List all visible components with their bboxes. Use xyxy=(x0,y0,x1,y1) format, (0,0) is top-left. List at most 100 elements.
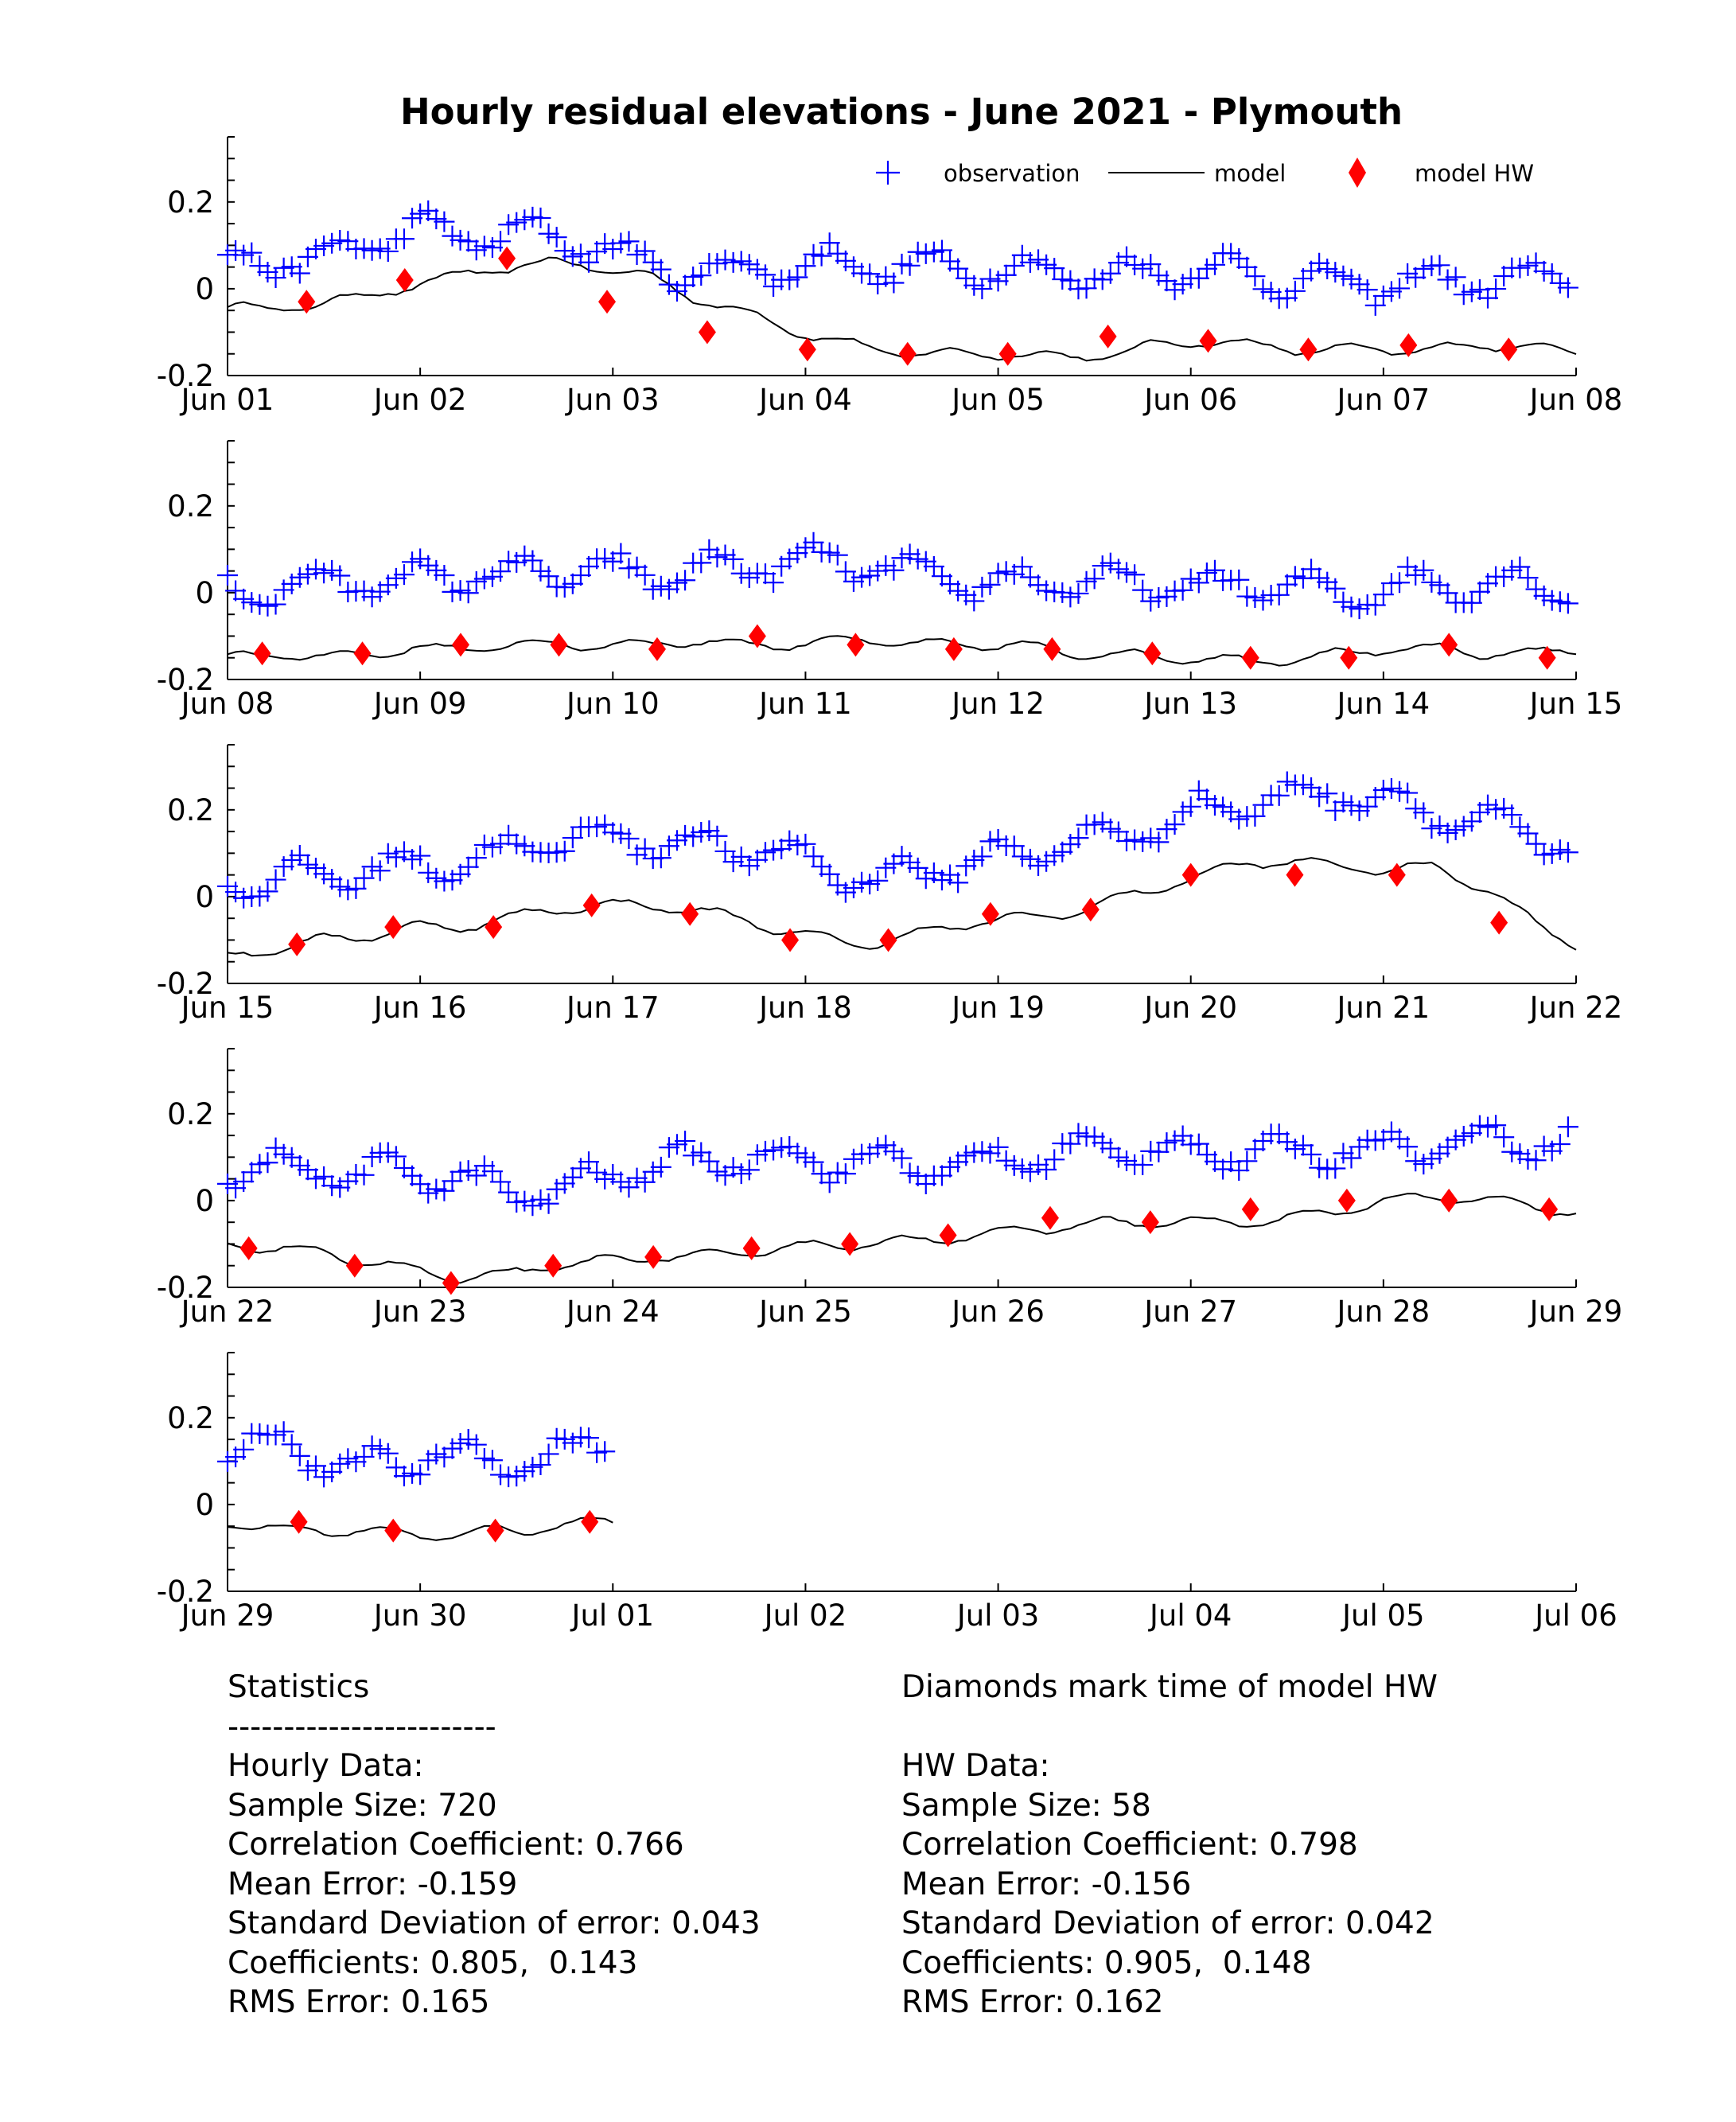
observation-point xyxy=(1188,572,1209,594)
observation-point xyxy=(1276,574,1298,595)
observation-point xyxy=(1276,771,1298,792)
model-line xyxy=(227,1517,613,1541)
observation-point xyxy=(369,860,391,882)
observation-point xyxy=(1236,256,1258,278)
observation-point xyxy=(948,580,969,602)
observation-point xyxy=(1405,798,1427,820)
observation-point xyxy=(442,1170,463,1192)
observation-point xyxy=(843,877,864,898)
observation-point xyxy=(675,824,696,846)
observation-point xyxy=(675,274,696,296)
model-hw-point xyxy=(1490,910,1508,935)
observation-point xyxy=(522,1456,543,1478)
observation-point xyxy=(1036,580,1057,602)
observation-point xyxy=(1116,246,1137,267)
stats-mean-error: Mean Error: -0.156 xyxy=(901,1866,1192,1902)
observation-point xyxy=(626,243,648,265)
legend-observation-label: observation xyxy=(944,160,1080,187)
observation-point xyxy=(1493,1127,1515,1148)
observation-point xyxy=(546,1427,567,1449)
chart-legend: observation model model HW xyxy=(876,158,1534,188)
observation-point xyxy=(329,876,351,897)
observation-point xyxy=(738,567,760,589)
observation-point xyxy=(1060,586,1081,608)
observation-point xyxy=(1196,562,1217,583)
observation-point xyxy=(562,573,583,594)
observation-point xyxy=(337,231,359,252)
observation-point xyxy=(1325,800,1346,821)
model-hw-point xyxy=(1041,1205,1059,1230)
observation-point xyxy=(1172,801,1193,823)
observation-point xyxy=(940,1156,961,1178)
observation-point xyxy=(1429,255,1450,276)
observation-point xyxy=(377,240,399,262)
observation-point xyxy=(450,229,471,251)
observation-point xyxy=(691,552,712,574)
observation-point xyxy=(578,1427,600,1449)
observation-point xyxy=(779,830,800,851)
observation-point xyxy=(337,879,359,901)
observation-point xyxy=(1389,278,1411,299)
observation-point xyxy=(987,271,1009,292)
x-tick-label: Jul 04 xyxy=(1148,1598,1232,1633)
observation-point xyxy=(979,831,1001,852)
observation-point xyxy=(1380,281,1402,302)
observation-point xyxy=(1477,287,1499,309)
y-tick-label: -0.2 xyxy=(157,1575,214,1609)
observation-point xyxy=(634,564,656,586)
observation-point xyxy=(1100,1138,1121,1159)
observation-point xyxy=(899,851,921,873)
observation-point xyxy=(402,849,423,870)
stats-correlation: Correlation Coefficient: 0.798 xyxy=(901,1827,1358,1863)
observation-point xyxy=(329,1453,351,1474)
observation-point xyxy=(1172,1125,1193,1147)
observation-point xyxy=(426,867,447,889)
observation-point xyxy=(843,570,864,592)
observation-point xyxy=(465,1165,487,1186)
observation-point xyxy=(257,595,278,617)
observation-point xyxy=(538,566,559,587)
observation-point xyxy=(1372,584,1394,605)
observation-point xyxy=(450,1161,471,1182)
observation-point xyxy=(1044,1149,1065,1170)
observation-point xyxy=(554,840,575,862)
observation-point xyxy=(1156,271,1177,292)
observation-point xyxy=(683,826,704,847)
observation-point xyxy=(1284,566,1306,587)
observation-point xyxy=(971,278,993,300)
observation-point xyxy=(1309,252,1330,274)
observation-point xyxy=(706,825,728,847)
observation-point xyxy=(281,1434,302,1455)
observation-point xyxy=(667,281,687,302)
observation-point xyxy=(481,566,503,587)
stats-std-error: Standard Deviation of error: 0.042 xyxy=(901,1906,1434,1941)
observation-point xyxy=(1372,779,1394,800)
observation-point xyxy=(1028,249,1049,271)
y-tick-label: -0.2 xyxy=(157,967,214,1001)
model-hw-point xyxy=(698,320,716,345)
observation-point xyxy=(691,265,712,286)
x-tick-label: Jul 06 xyxy=(1533,1598,1617,1633)
observation-point xyxy=(353,1164,375,1186)
legend-model-hw-marker xyxy=(1349,158,1366,188)
observation-point xyxy=(1228,569,1250,590)
y-tick-label: 0.2 xyxy=(167,1097,214,1131)
observation-point xyxy=(1292,1135,1314,1156)
observation-point xyxy=(1501,1141,1523,1162)
observation-point xyxy=(1453,284,1474,306)
observation-point xyxy=(273,579,294,601)
observation-point xyxy=(578,556,600,578)
observation-point xyxy=(1397,263,1419,284)
observation-point xyxy=(779,269,800,290)
x-tick-label: Jun 07 xyxy=(1336,383,1430,417)
observation-point xyxy=(554,577,575,598)
observation-point xyxy=(578,251,600,273)
observation-point xyxy=(1413,559,1434,581)
observation-point xyxy=(313,235,335,256)
stats-sample-size: Sample Size: 720 xyxy=(228,1787,497,1824)
observation-point xyxy=(1284,280,1306,302)
observation-point xyxy=(1060,1133,1081,1154)
observation-point xyxy=(1076,570,1097,592)
observation-point xyxy=(481,1161,503,1182)
